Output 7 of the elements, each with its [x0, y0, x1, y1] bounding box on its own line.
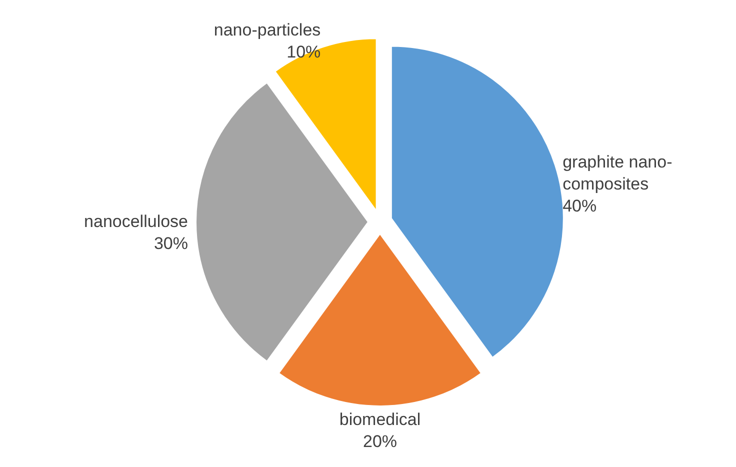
slice-label: nanocellulose: [84, 212, 188, 231]
data-label: 40%: [562, 196, 597, 216]
slice-label: biomedical: [339, 410, 421, 429]
data-label: 30%: [154, 234, 188, 253]
slice-label: nano-particles: [214, 20, 321, 40]
data-label: 20%: [362, 432, 398, 451]
slice-label: graphite nano-composites: [562, 152, 672, 194]
